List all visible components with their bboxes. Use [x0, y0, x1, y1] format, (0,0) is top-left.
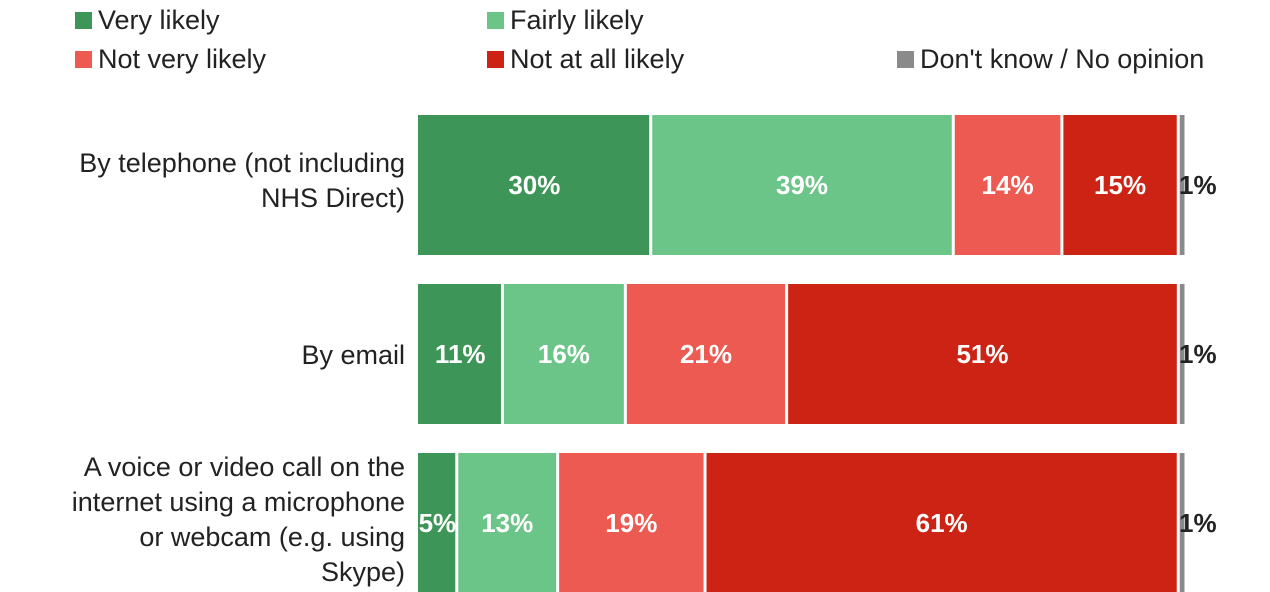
legend-item: Not very likely: [75, 44, 266, 74]
legend-item: Fairly likely: [487, 5, 644, 35]
legend-swatch: [487, 50, 504, 68]
value-label: 30%: [508, 170, 560, 200]
legend-swatch: [75, 11, 92, 29]
value-label: 39%: [776, 170, 828, 200]
category-label: NHS Direct): [261, 183, 405, 213]
bar-segment: [1179, 453, 1185, 592]
legend-label: Not very likely: [98, 43, 267, 74]
category-label: internet using a microphone: [72, 487, 405, 517]
legend-label: Fairly likely: [510, 4, 644, 35]
category-label: Skype): [321, 557, 405, 587]
value-label: 15%: [1094, 170, 1146, 200]
legend-label: Not at all likely: [510, 43, 685, 74]
legend-label: Very likely: [98, 4, 220, 35]
bar-segment: [418, 284, 501, 424]
value-label: 5%: [419, 508, 457, 538]
bar-segment: [706, 453, 1177, 592]
legend-item: Very likely: [75, 5, 220, 35]
bar-segment: [559, 453, 704, 592]
legend: Very likely Fairly likely Not very likely N…: [0, 0, 1270, 80]
bar-segment: [503, 284, 624, 424]
legend-label: Don't know / No opinion: [920, 43, 1205, 74]
bar-segment: [418, 453, 456, 592]
value-label: 51%: [956, 339, 1008, 369]
bar-segment: [652, 115, 952, 255]
legend-item: Not at all likely: [487, 44, 684, 74]
bar-segment: [1063, 115, 1177, 255]
value-label: 19%: [605, 508, 657, 538]
value-label: 61%: [916, 508, 968, 538]
legend-item: Don't know / No opinion: [897, 44, 1204, 74]
value-label: 13%: [481, 508, 533, 538]
bar-segment: [788, 284, 1177, 424]
bar-segment: [626, 284, 786, 424]
value-label: 21%: [680, 339, 732, 369]
bar-segment: [954, 115, 1061, 255]
legend-swatch: [487, 11, 504, 29]
value-label: 1%: [1179, 339, 1217, 369]
legend-swatch: [75, 50, 92, 68]
value-label: 16%: [538, 339, 590, 369]
legend-swatch: [897, 50, 914, 68]
value-label: 11%: [435, 339, 486, 369]
bar-segment: [1179, 284, 1185, 424]
value-label: 14%: [982, 170, 1034, 200]
value-label: 1%: [1179, 170, 1217, 200]
bar-segment: [1179, 115, 1185, 255]
category-label: or webcam (e.g. using: [139, 522, 405, 552]
category-label: By telephone (not including: [79, 148, 405, 178]
bar-segment: [418, 115, 650, 255]
bar-segment: [458, 453, 557, 592]
category-label: A voice or video call on the: [84, 452, 405, 482]
value-label: 1%: [1179, 508, 1217, 538]
category-label: By email: [301, 340, 405, 370]
